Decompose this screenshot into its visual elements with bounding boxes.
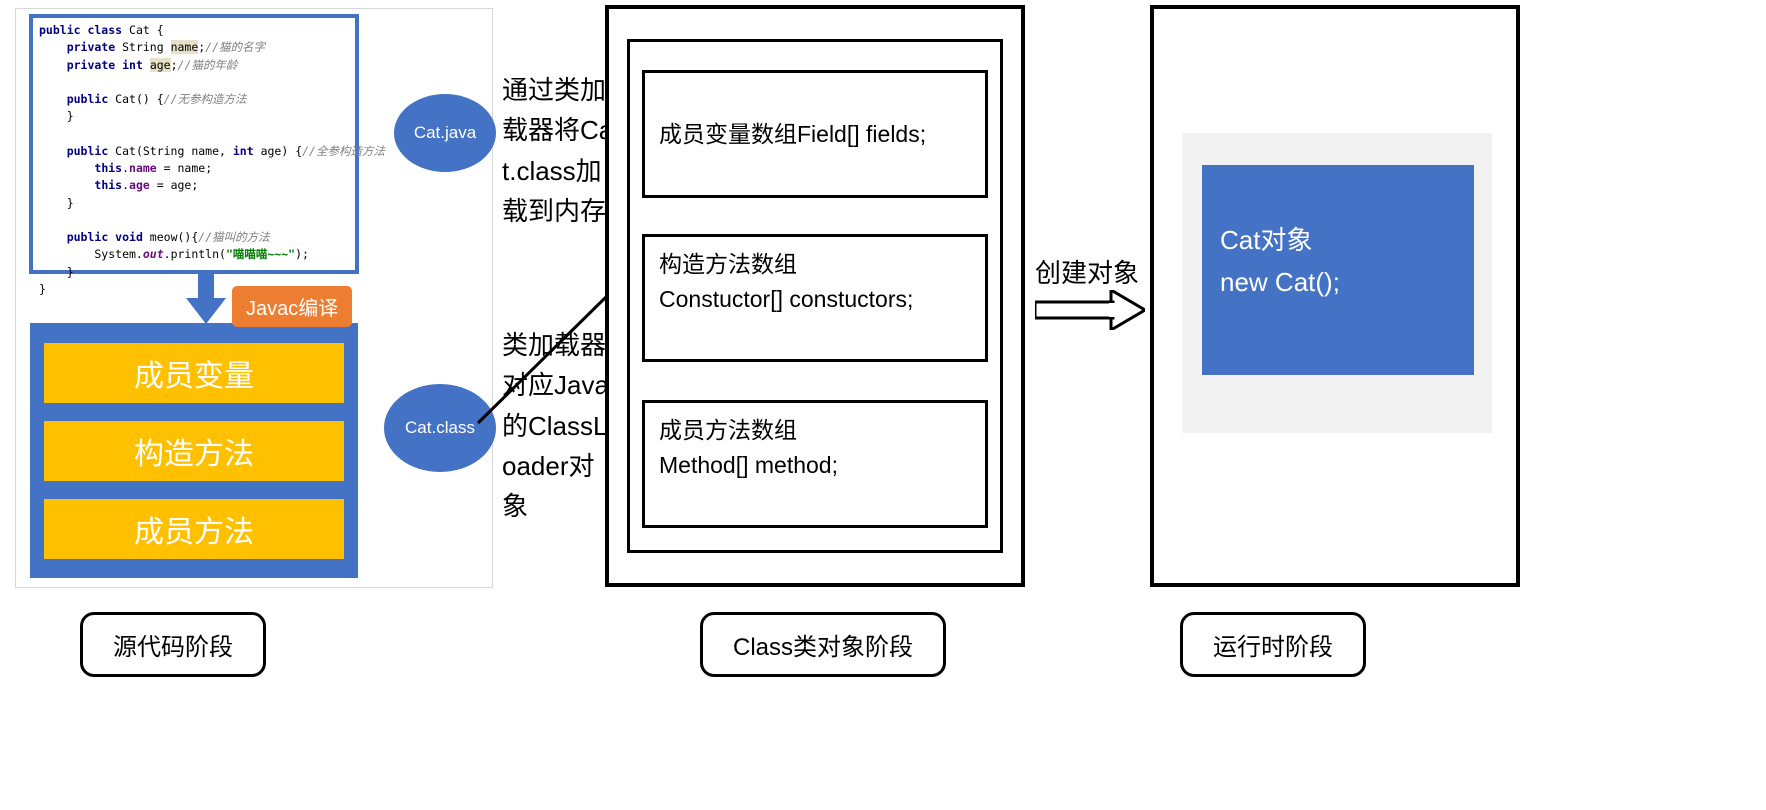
fields-array-box: 成员变量数组Field[] fields; xyxy=(642,70,988,198)
constructors-type: Constuctor[] constuctors; xyxy=(659,282,971,317)
create-object-label: 创建对象 xyxy=(1035,253,1139,290)
member-var-bar: 成员变量 xyxy=(44,343,344,403)
member-method-bar: 成员方法 xyxy=(44,499,344,559)
string-literal: "喵喵喵~~~" xyxy=(226,247,295,261)
cat-class-ellipse: Cat.class xyxy=(384,384,496,472)
comment: //无参构造方法 xyxy=(164,92,247,106)
arrow-down-icon xyxy=(186,274,226,324)
stage2-panel: 成员变量数组Field[] fields; 构造方法数组 Constuctor[… xyxy=(605,5,1025,587)
comment: //猫的年龄 xyxy=(178,58,238,72)
runtime-gray-box: Cat对象 new Cat(); xyxy=(1182,133,1492,433)
comment: //猫叫的方法 xyxy=(198,230,269,244)
constructor-bar: 构造方法 xyxy=(44,421,344,481)
classloader-object-text: 类加载器对应Java的ClassLoader对象 xyxy=(502,325,617,526)
stage1-label: 源代码阶段 xyxy=(80,612,266,677)
classloader-load-text: 通过类加载器将Cat.class加载到内存 xyxy=(502,70,617,231)
constructors-label: 构造方法数组 xyxy=(659,247,971,282)
methods-label: 成员方法数组 xyxy=(659,413,971,448)
methods-array-box: 成员方法数组 Method[] method; xyxy=(642,400,988,528)
constructors-array-box: 构造方法数组 Constuctor[] constuctors; xyxy=(642,234,988,362)
comment: //猫的名字 xyxy=(205,40,265,54)
fields-array-text: 成员变量数组Field[] fields; xyxy=(659,117,926,152)
stage3-panel: Cat对象 new Cat(); xyxy=(1150,5,1520,587)
new-cat-code: new Cat(); xyxy=(1220,262,1456,304)
class-object-inner: 成员变量数组Field[] fields; 构造方法数组 Constuctor[… xyxy=(627,39,1003,553)
stage2-label: Class类对象阶段 xyxy=(700,612,946,677)
methods-type: Method[] method; xyxy=(659,448,971,483)
cat-object-label: Cat对象 xyxy=(1220,220,1456,262)
source-code-box: public class Cat { private String name;/… xyxy=(29,14,359,274)
cat-instance-box: Cat对象 new Cat(); xyxy=(1202,165,1474,375)
compiled-members-block: 成员变量 构造方法 成员方法 xyxy=(30,323,358,578)
stage3-label: 运行时阶段 xyxy=(1180,612,1366,677)
comment: //全参构造方法 xyxy=(302,144,385,158)
javac-compile-badge: Javac编译 xyxy=(232,286,352,327)
cat-java-ellipse: Cat.java xyxy=(394,94,496,172)
arrow-right-icon xyxy=(1035,290,1145,330)
stage1-panel: public class Cat { private String name;/… xyxy=(15,8,493,588)
